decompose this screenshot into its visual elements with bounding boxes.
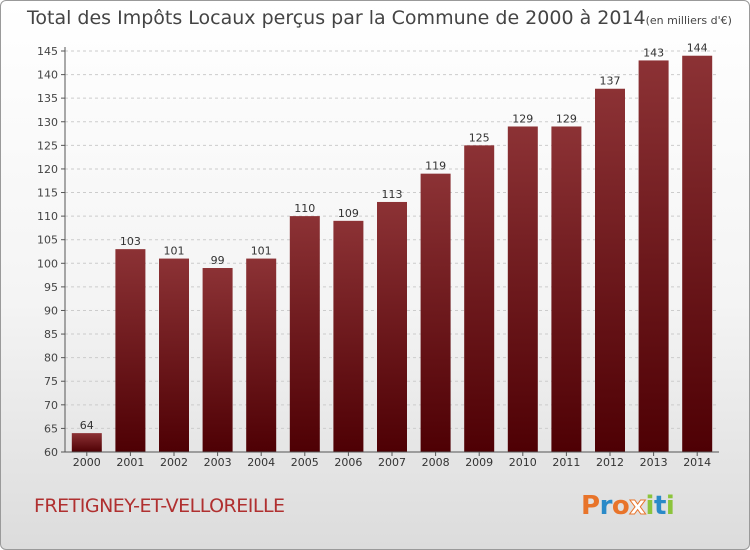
proxiti-logo: Proxiti [581, 491, 675, 522]
x-tick-label: 2011 [552, 456, 580, 469]
bar [202, 268, 233, 452]
x-tick-label: 2007 [378, 456, 406, 469]
bar-value-label: 99 [211, 254, 225, 267]
y-tick-label: 95 [44, 281, 58, 294]
bar [464, 145, 495, 452]
bar-value-label: 119 [425, 160, 446, 173]
bar [507, 126, 538, 452]
bar-value-label: 101 [251, 245, 272, 258]
logo-letter: P [581, 491, 600, 521]
y-tick-label: 105 [37, 234, 58, 247]
x-tick-label: 2012 [596, 456, 624, 469]
bar-value-label: 110 [294, 202, 315, 215]
x-tick-label: 2001 [116, 456, 144, 469]
bar [638, 60, 669, 452]
logo-letter: r [599, 491, 613, 521]
x-tick-label: 2000 [73, 456, 101, 469]
bar [377, 201, 407, 452]
bar [420, 173, 451, 453]
bar-value-label: 144 [687, 42, 708, 55]
x-tick-label: 2002 [160, 456, 188, 469]
bar [682, 55, 713, 452]
chart-title-text: Total des Impôts Locaux perçus par la Co… [27, 7, 646, 29]
x-tick-label: 2014 [683, 456, 711, 469]
x-tick-label: 2005 [291, 456, 319, 469]
bar [551, 126, 582, 452]
y-tick-label: 90 [44, 304, 58, 317]
bar [159, 258, 189, 452]
value-labels: 64 103 101 99 101 110 109 113 119 125 129 129 137 143… [80, 42, 708, 432]
bar-value-label: 137 [600, 75, 621, 88]
logo-letter: o [611, 491, 630, 521]
y-tick-label: 115 [37, 187, 58, 200]
bar [289, 216, 320, 452]
y-tick-label: 75 [44, 375, 58, 388]
y-tick-label: 70 [44, 399, 58, 412]
bar-value-label: 125 [469, 131, 490, 144]
y-tick-label: 135 [37, 92, 58, 105]
logo-letter: i [665, 491, 675, 521]
bar [246, 258, 277, 452]
x-tick-label: 2009 [465, 456, 493, 469]
bar [71, 433, 102, 452]
logo-letter: x [629, 491, 647, 522]
y-tick-label: 120 [37, 163, 58, 176]
y-tick-label: 125 [37, 139, 58, 152]
logo-letter: i [645, 491, 655, 521]
bar [333, 220, 364, 452]
x-axis-ticks: 2000 2001 2002 2003 2004 2005 2006 2007 2008 2009… [73, 452, 711, 469]
x-tick-label: 2013 [640, 456, 668, 469]
x-tick-label: 2010 [509, 456, 537, 469]
chart-unit: (en milliers d'€) [645, 14, 732, 27]
bar-value-label: 64 [80, 419, 94, 432]
bar-value-label: 143 [643, 46, 664, 59]
chart-title: Total des Impôts Locaux perçus par la Co… [27, 7, 732, 29]
y-axis-ticks: 60 65 70 75 80 85 90 95 100 105 110 115 120 125 130 135… [37, 45, 65, 459]
bar [595, 88, 625, 452]
commune-name: FRETIGNEY-ET-VELLOREILLE [34, 495, 285, 517]
y-tick-label: 85 [44, 328, 58, 341]
bar [115, 249, 146, 452]
bar-value-label: 101 [164, 245, 185, 258]
bar-value-label: 109 [338, 207, 359, 220]
bar-value-label: 103 [120, 235, 141, 248]
y-tick-label: 140 [37, 69, 58, 82]
bar-value-label: 113 [382, 188, 403, 201]
y-tick-label: 130 [37, 116, 58, 129]
bars [71, 55, 713, 453]
bar-value-label: 129 [512, 112, 533, 125]
y-tick-label: 80 [44, 352, 58, 365]
y-tick-label: 110 [37, 210, 58, 223]
logo-letter: t [653, 491, 666, 521]
bar-value-label: 129 [556, 112, 577, 125]
y-tick-label: 100 [37, 257, 58, 270]
x-tick-label: 2003 [204, 456, 232, 469]
x-tick-label: 2008 [422, 456, 450, 469]
x-tick-label: 2004 [247, 456, 275, 469]
y-tick-label: 60 [44, 446, 58, 459]
y-tick-label: 145 [37, 45, 58, 58]
y-tick-label: 65 [44, 422, 58, 435]
x-tick-label: 2006 [334, 456, 362, 469]
